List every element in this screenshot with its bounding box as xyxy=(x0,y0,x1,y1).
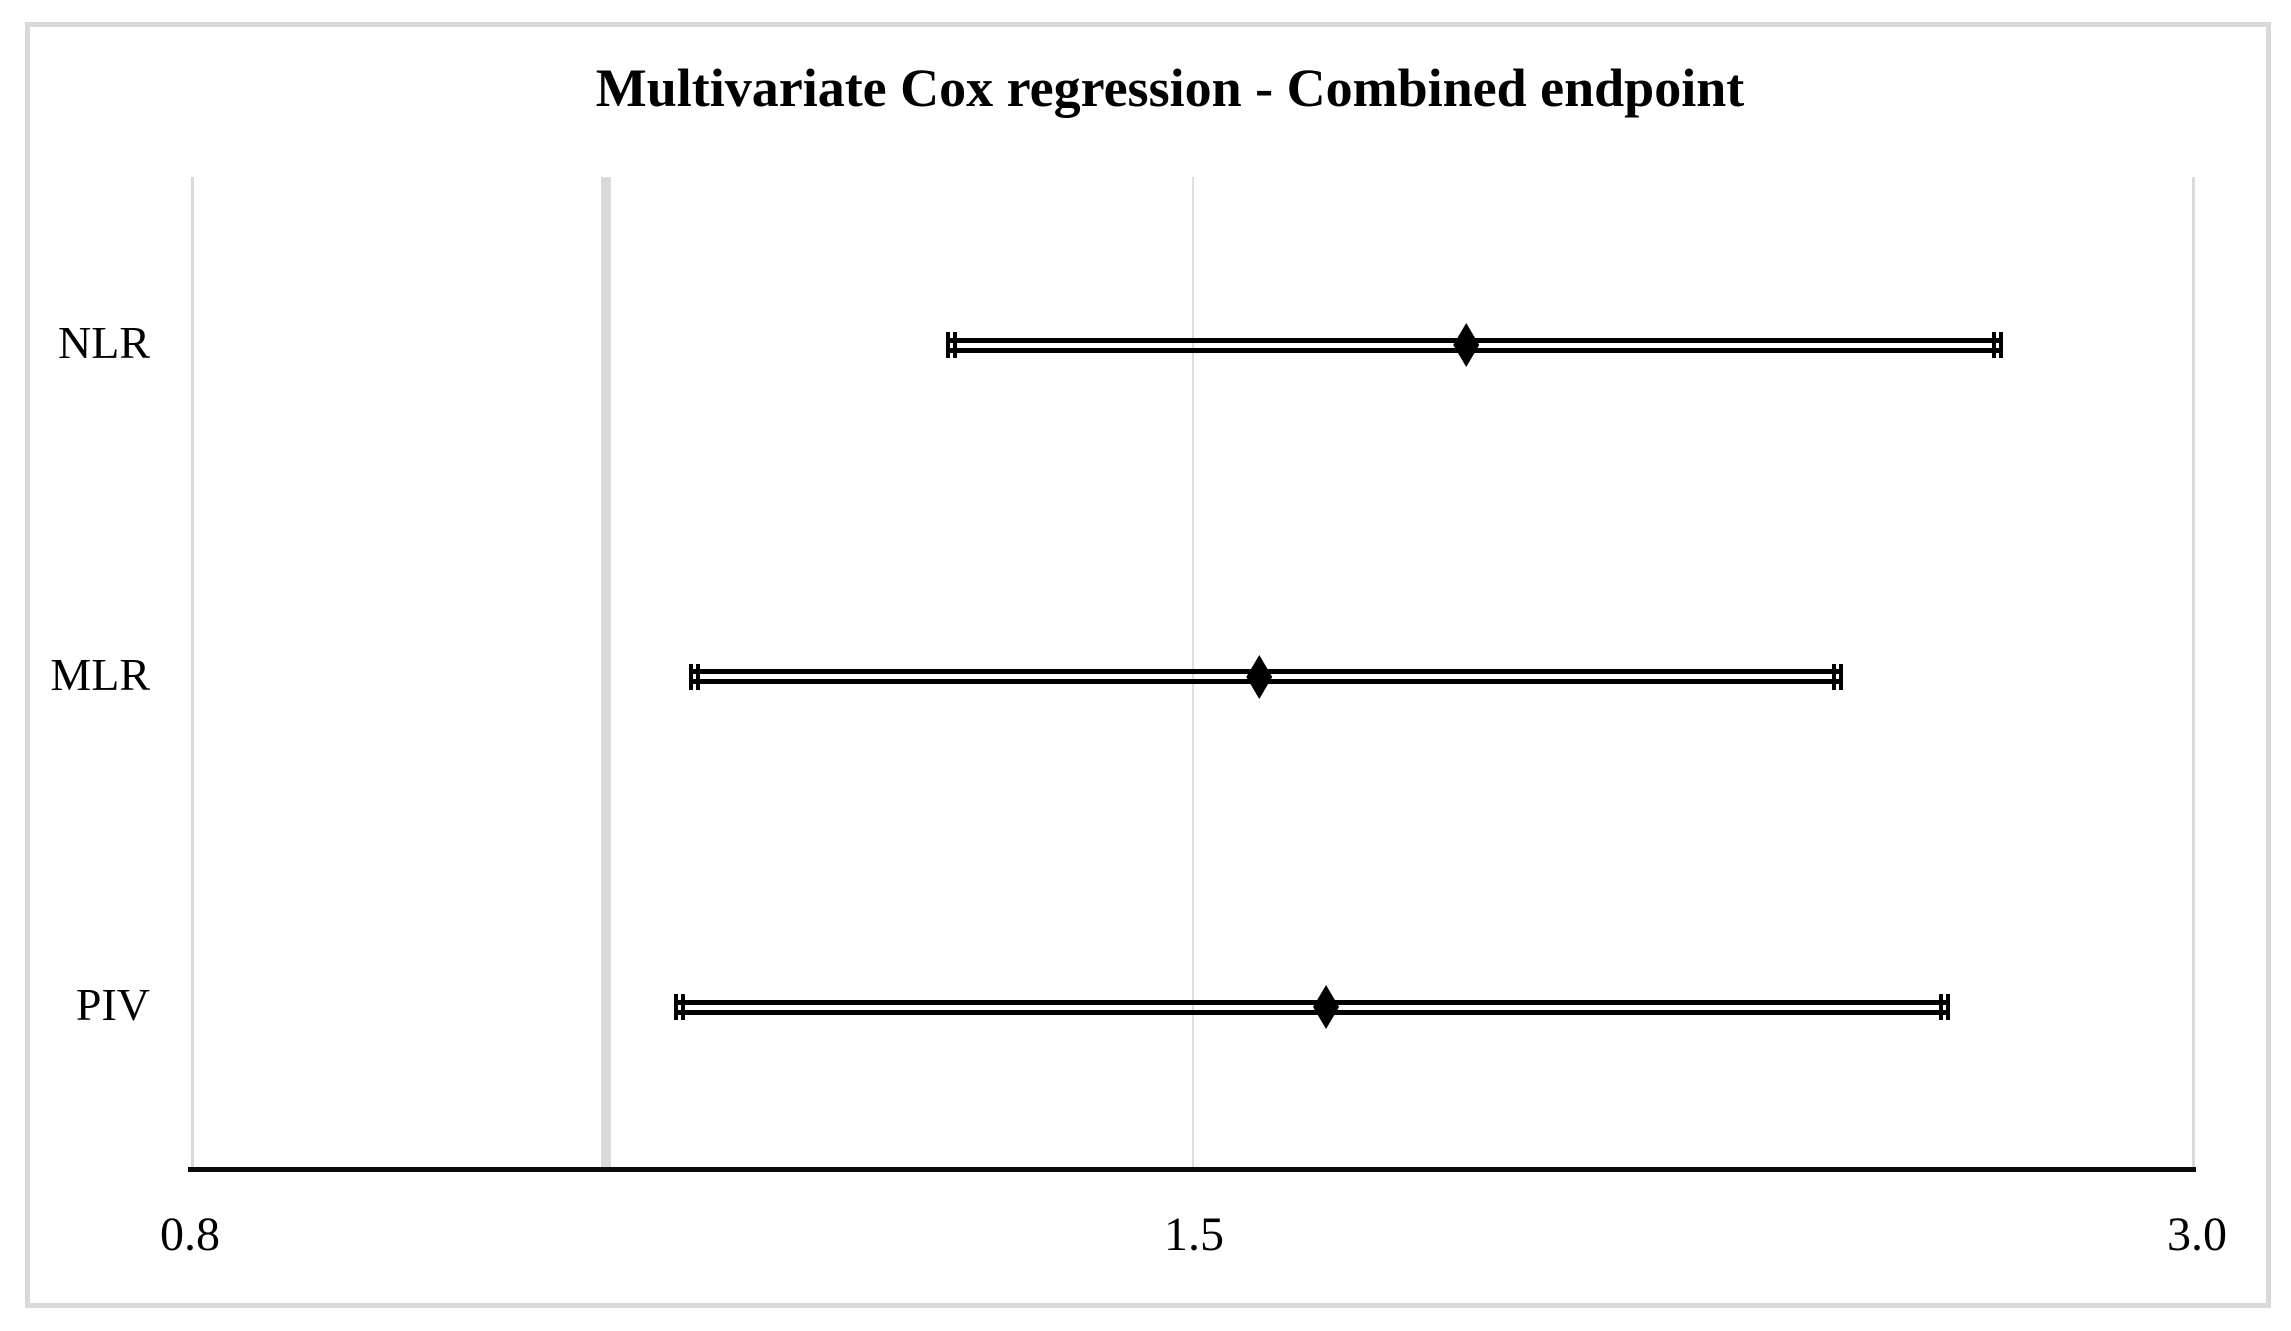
x-tick-label-3-0: 3.0 xyxy=(2167,1208,2227,1261)
plot-right-edge-line xyxy=(2192,177,2195,1170)
ci-bar-piv xyxy=(674,994,1950,1021)
point-estimate-diamond-nlr xyxy=(1453,323,1480,367)
reference-line xyxy=(600,177,611,1170)
ci-cap-left xyxy=(946,332,958,358)
row-label-mlr: MLR xyxy=(50,648,150,700)
row-label-nlr: NLR xyxy=(58,317,150,368)
point-estimate-diamond-mlr xyxy=(1246,654,1273,699)
ci-cap-right xyxy=(1832,663,1844,690)
ci-cap-right xyxy=(1938,994,1950,1021)
x-tick-label-1-5: 1.5 xyxy=(1164,1208,1224,1261)
figure-border xyxy=(25,22,2271,1308)
ci-cap-left xyxy=(674,994,686,1021)
x-axis-line xyxy=(188,1167,2196,1172)
ci-cap-right xyxy=(1992,332,2004,358)
point-estimate-diamond-piv xyxy=(1313,985,1340,1030)
y-axis-line xyxy=(191,177,194,1170)
row-label-piv: PIV xyxy=(75,979,150,1031)
chart-title: Multivariate Cox regression - Combined e… xyxy=(595,58,1745,118)
x-tick-label-0-8: 0.8 xyxy=(160,1208,220,1261)
ci-cap-left xyxy=(688,663,700,690)
plot-area: NLR MLR PIV xyxy=(50,177,2194,1170)
